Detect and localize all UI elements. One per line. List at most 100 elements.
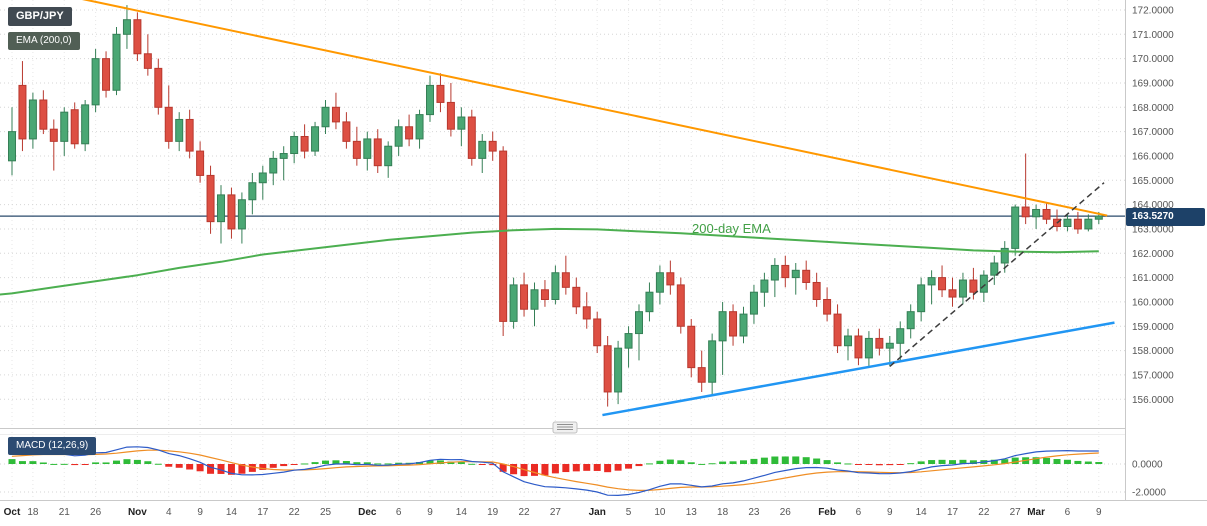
candle-body[interactable] [28,99,37,140]
dashed-projection-line[interactable] [889,182,1105,367]
candle-body[interactable] [729,311,738,337]
candle-body[interactable] [854,335,863,359]
candle-body[interactable] [405,126,414,140]
candle-body[interactable] [457,116,466,130]
candle-body[interactable] [812,281,821,301]
candle-body[interactable] [520,284,529,310]
candle-body[interactable] [290,135,299,155]
ema-indicator-badge[interactable]: EMA (200,0) [8,32,80,50]
candle-body[interactable] [331,106,340,123]
candle-body[interactable] [582,306,591,320]
candle-body[interactable] [896,328,905,344]
candle-body[interactable] [614,347,623,393]
candle-body[interactable] [227,194,236,230]
candle-body[interactable] [196,150,205,176]
candle-body[interactable] [676,284,685,327]
candle-body[interactable] [342,121,351,142]
candle-body[interactable] [426,84,434,116]
candle-body[interactable] [18,84,27,140]
candle-body[interactable] [237,199,246,230]
candle-body[interactable] [1094,215,1103,220]
candle-body[interactable] [154,67,163,108]
candle-body[interactable] [206,174,215,223]
candle-body[interactable] [217,194,225,223]
candle-body[interactable] [708,340,717,383]
candle-body[interactable] [112,33,121,91]
support-trendline[interactable] [602,321,1115,417]
candle-body[interactable] [885,342,894,349]
candle-body[interactable] [321,106,330,128]
candle-body[interactable] [561,272,570,288]
candle-body[interactable] [969,279,978,293]
candle-body[interactable] [81,104,90,145]
candle-body[interactable] [415,114,424,140]
ema-200-line[interactable] [0,227,1099,296]
candle-body[interactable] [718,311,727,342]
candle-body[interactable] [60,111,69,142]
candle-body[interactable] [509,284,518,322]
candle-body[interactable] [760,279,769,293]
price-axis[interactable] [1125,0,1207,526]
candle-body[interactable] [1073,218,1082,230]
candle-body[interactable] [687,325,696,369]
candle-body[interactable] [603,345,612,393]
candle-body[interactable] [49,128,58,142]
candle-body[interactable] [446,101,455,130]
candle-body[interactable] [394,126,403,147]
candle-body[interactable] [833,313,842,347]
candle-body[interactable] [551,272,560,301]
candle-body[interactable] [164,106,173,142]
candle-body[interactable] [645,291,654,313]
candle-body[interactable] [122,19,131,35]
candle-body[interactable] [802,269,811,283]
candle-body[interactable] [781,264,790,279]
resistance-trendline[interactable] [2,0,1108,217]
time-axis[interactable] [0,500,1207,526]
candle-body[interactable] [635,311,643,335]
candle-body[interactable] [352,140,361,159]
candle-body[interactable] [624,333,633,349]
candle-body[interactable] [1011,206,1020,249]
candle-body[interactable] [917,284,926,313]
candle-body[interactable] [102,58,111,91]
candle-body[interactable] [70,109,79,145]
candle-body[interactable] [436,84,445,103]
candle-body[interactable] [593,318,602,347]
candle-body[interactable] [175,118,184,142]
candle-body[interactable] [467,116,476,159]
candle-body[interactable] [1021,206,1030,218]
candle-body[interactable] [864,337,873,359]
candle-body[interactable] [906,311,915,330]
candle-body[interactable] [373,138,382,167]
candle-body[interactable] [875,337,884,349]
candle-body[interactable] [697,367,706,383]
candle-body[interactable] [572,286,581,308]
candle-body[interactable] [948,289,957,298]
candle-body[interactable] [655,272,664,293]
candle-body[interactable] [384,145,393,167]
candle-body[interactable] [258,172,267,184]
candle-body[interactable] [666,272,675,286]
candle-body[interactable] [823,299,832,315]
candle-body[interactable] [488,140,497,152]
candle-body[interactable] [927,277,936,286]
candle-body[interactable] [958,279,967,298]
candle-body[interactable] [770,264,779,281]
candle-body[interactable] [248,182,257,201]
candle-body[interactable] [269,157,278,174]
candle-body[interactable] [540,289,549,301]
candle-body[interactable] [8,131,16,162]
candle-body[interactable] [279,153,288,159]
candle-body[interactable] [499,150,508,322]
candle-body[interactable] [133,19,142,55]
candle-body[interactable] [185,118,194,152]
candle-body[interactable] [91,58,100,106]
candle-body[interactable] [1084,218,1093,230]
candle-body[interactable] [1032,208,1041,218]
candle-body[interactable] [979,274,988,293]
candle-body[interactable] [938,277,947,291]
candle-body[interactable] [791,269,800,279]
candle-body[interactable] [39,99,48,130]
candle-body[interactable] [844,335,852,347]
